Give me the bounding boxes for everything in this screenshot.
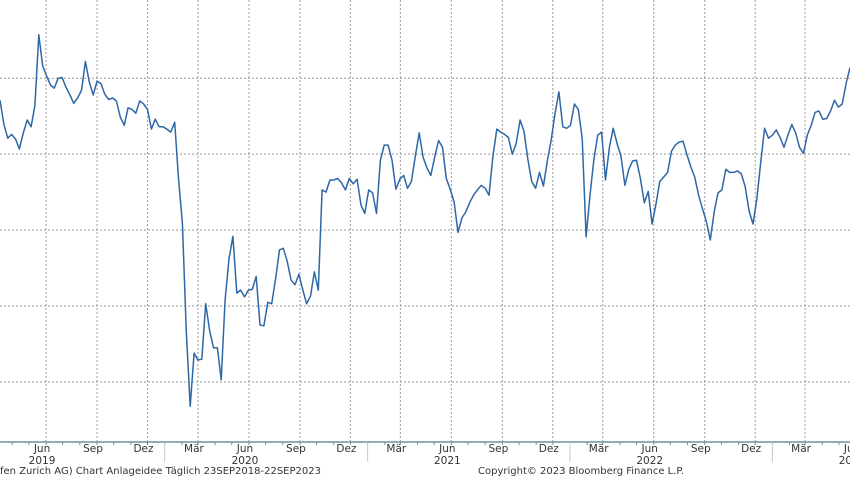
x-axis xyxy=(0,441,850,462)
footer-chart-info: fen Zurich AG) Chart Anlageidee Täglich … xyxy=(0,466,321,477)
month-tick-label: Jun xyxy=(843,443,850,455)
price-series-line xyxy=(0,34,850,408)
month-tick-label: Sep xyxy=(690,443,711,455)
month-tick-label: Sep xyxy=(83,443,103,455)
footer-copyright: Copyright© 2023 Bloomberg Finance L.P. xyxy=(478,466,685,477)
year-tick-label: 2023 xyxy=(838,455,850,467)
month-tick-label: Mär xyxy=(588,443,609,455)
month-tick-label: Mär xyxy=(184,443,204,455)
year-tick-label: 2020 xyxy=(231,455,259,467)
month-tick-label: Mär xyxy=(791,443,811,455)
month-tick-label: Dez xyxy=(336,443,357,455)
month-tick-label: Sep xyxy=(286,443,306,455)
month-tick-label: Jun xyxy=(33,443,51,455)
price-line-chart xyxy=(0,0,850,462)
gridlines xyxy=(0,0,850,442)
month-tick-label: Dez xyxy=(133,443,154,455)
month-tick-label: Jun xyxy=(236,443,254,455)
month-tick-label: Mär xyxy=(386,443,407,455)
month-tick-label: Jun xyxy=(439,443,456,455)
month-tick-label: Dez xyxy=(538,443,559,455)
month-tick-label: Sep xyxy=(488,443,509,455)
year-tick-label: 2022 xyxy=(636,455,664,467)
month-tick-label: Jun xyxy=(641,443,658,455)
year-tick-label: 2019 xyxy=(28,455,56,467)
month-tick-label: Dez xyxy=(741,443,762,455)
year-tick-label: 2021 xyxy=(433,455,461,467)
